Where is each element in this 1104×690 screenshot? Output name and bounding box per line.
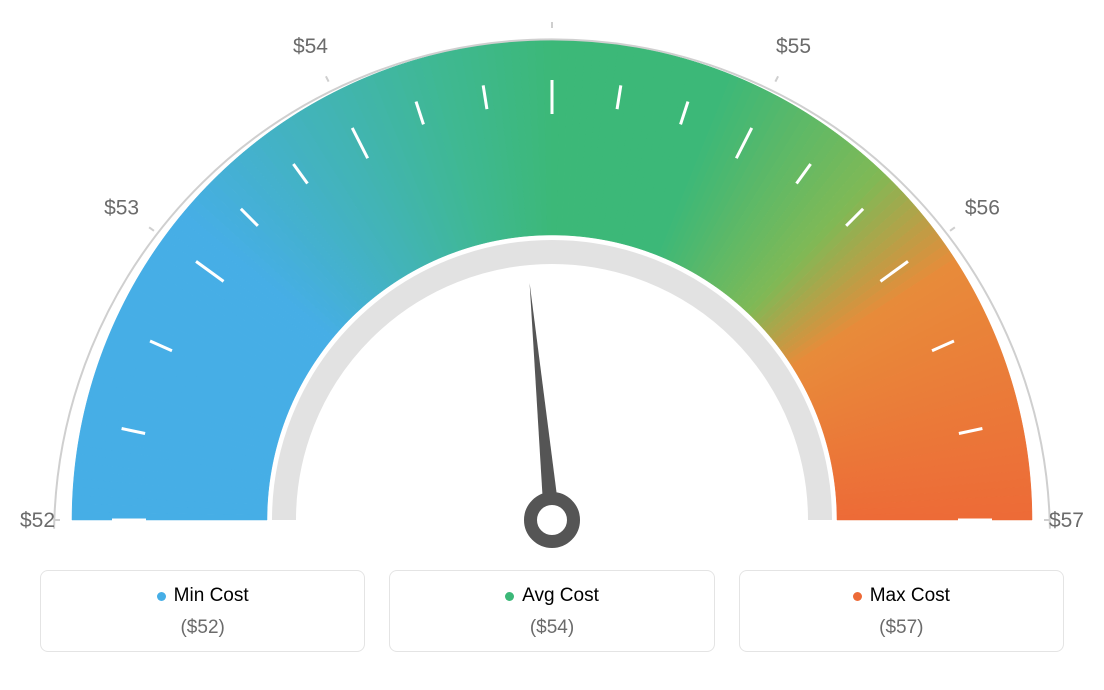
legend-title-avg: Avg Cost xyxy=(505,585,599,607)
gauge-tick-label: $52 xyxy=(20,509,55,532)
gauge-needle xyxy=(530,283,560,521)
legend-dot-min xyxy=(157,592,166,601)
legend-row: Min Cost ($52) Avg Cost ($54) Max Cost (… xyxy=(0,570,1104,652)
legend-card-min: Min Cost ($52) xyxy=(40,570,365,652)
gauge-tick-label: $56 xyxy=(965,196,1000,219)
gauge-area: $52$53$54$54$55$56$57 xyxy=(0,0,1104,560)
gauge-tick-label: $53 xyxy=(104,196,139,219)
legend-label-avg: Avg Cost xyxy=(522,585,599,607)
legend-title-max: Max Cost xyxy=(853,585,950,607)
legend-card-max: Max Cost ($57) xyxy=(739,570,1064,652)
gauge-tick-label: $57 xyxy=(1049,509,1084,532)
gauge-svg: $52$53$54$54$55$56$57 xyxy=(0,0,1104,560)
legend-label-min: Min Cost xyxy=(174,585,249,607)
legend-card-avg: Avg Cost ($54) xyxy=(389,570,714,652)
gauge-chart-container: $52$53$54$54$55$56$57 Min Cost ($52) Avg… xyxy=(0,0,1104,690)
gauge-needle-hub xyxy=(531,499,574,542)
gauge-tick-label: $55 xyxy=(776,35,811,58)
legend-dot-max xyxy=(853,592,862,601)
legend-dot-avg xyxy=(505,592,514,601)
legend-label-max: Max Cost xyxy=(870,585,950,607)
legend-value-min: ($52) xyxy=(51,617,354,639)
legend-title-min: Min Cost xyxy=(157,585,249,607)
legend-value-avg: ($54) xyxy=(400,617,703,639)
legend-value-max: ($57) xyxy=(750,617,1053,639)
gauge-tick-label: $54 xyxy=(293,35,328,58)
